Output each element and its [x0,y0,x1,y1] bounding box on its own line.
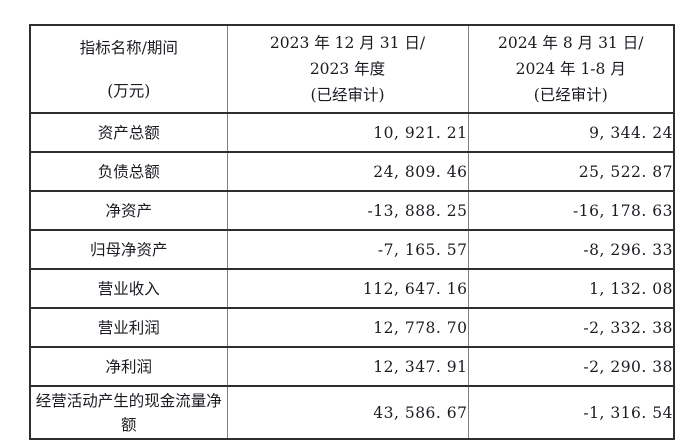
table-row-operating-revenue: 营业收入 112, 647. 16 1, 132. 08 [29,268,675,309]
header-indicator-unit: (万元) [107,81,151,100]
value-2023: -13, 888. 25 [226,190,469,231]
value-2023: 12, 778. 70 [226,307,469,348]
value-2023: 24, 809. 46 [226,151,469,192]
header-period-2023-column: 2023 年 12 月 31 日/ 2023 年度 (已经审计) [226,24,469,114]
value-2023: 10, 921. 21 [226,112,469,153]
header-2024-date: 2024 年 8 月 31 日/ [498,34,644,52]
table-row-total-assets: 资产总额 10, 921. 21 9, 344. 24 [29,112,675,153]
value-2023: 112, 647. 16 [226,268,469,309]
header-2023-audit-note: (已经审计) [310,86,385,104]
value-2024: 25, 522. 87 [467,151,675,192]
table-row-net-profit: 净利润 12, 347. 91 -2, 290. 38 [29,346,675,387]
value-2024: 1, 132. 08 [467,268,675,309]
table-row-net-assets-attributable: 归母净资产 -7, 165. 57 -8, 296. 33 [29,229,675,270]
header-indicator-column: 指标名称/期间 (万元) [29,24,228,114]
header-2023-date: 2023 年 12 月 31 日/ [269,34,426,52]
value-2024: 9, 344. 24 [467,112,675,153]
financial-indicators-table: 指标名称/期间 (万元) 2023 年 12 月 31 日/ 2023 年度 (… [29,24,675,440]
header-2024-period: 2024 年 1-8 月 [515,60,626,78]
value-2023: -7, 165. 57 [226,229,469,270]
indicator-label: 资产总额 [29,112,228,153]
indicator-label: 经营活动产生的现金流量净额 [29,385,228,440]
value-2024: -2, 332. 38 [467,307,675,348]
table-row-operating-profit: 营业利润 12, 778. 70 -2, 332. 38 [29,307,675,348]
table-row-total-liabilities: 负债总额 24, 809. 46 25, 522. 87 [29,151,675,192]
value-2023: 12, 347. 91 [226,346,469,387]
value-2024: -1, 316. 54 [467,385,675,440]
indicator-label: 净资产 [29,190,228,231]
indicator-label: 归母净资产 [29,229,228,270]
value-2024: -2, 290. 38 [467,346,675,387]
header-indicator-title: 指标名称/期间 [79,38,178,57]
value-2023: 43, 586. 67 [226,385,469,440]
value-2024: -8, 296. 33 [467,229,675,270]
indicator-label: 营业利润 [29,307,228,348]
table-row-operating-cash-flow: 经营活动产生的现金流量净额 43, 586. 67 -1, 316. 54 [29,385,675,440]
header-period-2024-column: 2024 年 8 月 31 日/ 2024 年 1-8 月 (已经审计) [467,24,675,114]
header-2024-audit-note: (已经审计) [533,86,608,104]
indicator-label: 净利润 [29,346,228,387]
indicator-label: 营业收入 [29,268,228,309]
table-row-net-assets: 净资产 -13, 888. 25 -16, 178. 63 [29,190,675,231]
table-header-row: 指标名称/期间 (万元) 2023 年 12 月 31 日/ 2023 年度 (… [29,24,675,114]
header-2023-period: 2023 年度 [309,60,386,78]
indicator-label: 负债总额 [29,151,228,192]
value-2024: -16, 178. 63 [467,190,675,231]
